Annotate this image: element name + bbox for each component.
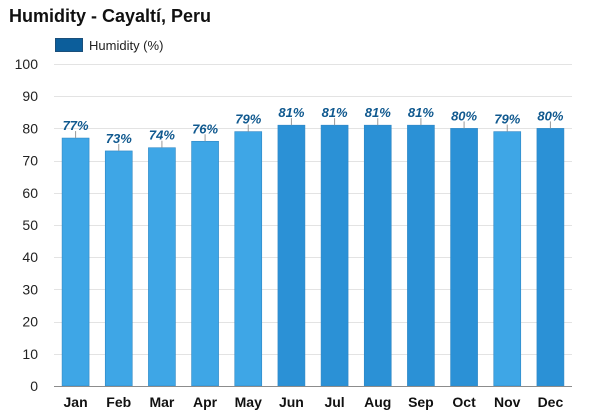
data-label: 77%	[63, 118, 89, 133]
x-tick-label: Jul	[324, 394, 344, 410]
y-axis: 0 10 20 30 40 50 60 70 80 90 100	[15, 56, 39, 394]
data-label: 76%	[192, 121, 218, 136]
legend-swatch	[55, 38, 83, 52]
bar-dec	[536, 128, 565, 387]
x-tick-label: Dec	[538, 394, 564, 410]
data-labels: 77% 73% 74% 76% 79% 81% 81% 81% 81% 80% 79% 80%	[63, 105, 564, 146]
bar-jan	[61, 137, 90, 387]
legend: Humidity (%)	[55, 37, 163, 53]
y-tick-label: 20	[22, 314, 38, 330]
y-tick-label: 30	[22, 281, 38, 297]
bar-jun	[277, 124, 306, 387]
x-tick-label: Aug	[364, 394, 391, 410]
data-label: 81%	[408, 105, 434, 120]
bar-feb	[104, 150, 133, 387]
gridlines	[54, 64, 572, 355]
data-label: 80%	[537, 108, 563, 123]
bar-oct	[450, 128, 478, 387]
x-tick-label: Feb	[106, 394, 131, 410]
bar-nov	[493, 131, 522, 387]
bar-may	[234, 131, 263, 387]
chart-title: Humidity - Cayaltí, Peru	[9, 6, 212, 26]
data-label: 81%	[365, 105, 391, 120]
y-tick-label: 70	[22, 153, 38, 169]
data-label: 80%	[451, 108, 477, 123]
y-tick-label: 60	[22, 185, 38, 201]
x-tick-label: Nov	[494, 394, 521, 410]
y-tick-label: 50	[22, 217, 38, 233]
y-tick-label: 100	[15, 56, 39, 72]
y-tick-label: 0	[30, 378, 38, 394]
bar-jul	[320, 124, 349, 387]
x-axis: Jan Feb Mar Apr May Jun Jul Aug Sep Oct Nov Dec	[54, 386, 572, 410]
bar-sep	[407, 124, 435, 387]
bars	[61, 118, 565, 387]
x-tick-label: Oct	[452, 394, 476, 410]
y-tick-label: 90	[22, 88, 38, 104]
legend-label: Humidity (%)	[89, 37, 164, 53]
x-tick-label: Sep	[408, 394, 434, 410]
x-tick-label: Apr	[193, 394, 218, 410]
x-tick-label: Mar	[149, 394, 174, 410]
x-tick-label: Jun	[279, 394, 304, 410]
data-label: 81%	[322, 105, 348, 120]
data-label: 73%	[106, 131, 132, 146]
x-tick-label: May	[235, 394, 262, 410]
y-tick-label: 10	[22, 346, 38, 362]
y-tick-label: 40	[22, 249, 38, 265]
data-label: 81%	[278, 105, 304, 120]
x-tick-label: Jan	[64, 394, 88, 410]
bar-apr	[191, 140, 219, 387]
bar-aug	[363, 124, 392, 387]
bar-mar	[148, 147, 176, 387]
data-label: 79%	[235, 112, 261, 127]
data-label: 74%	[149, 128, 175, 143]
y-tick-label: 80	[22, 120, 38, 136]
data-label: 79%	[494, 112, 520, 127]
